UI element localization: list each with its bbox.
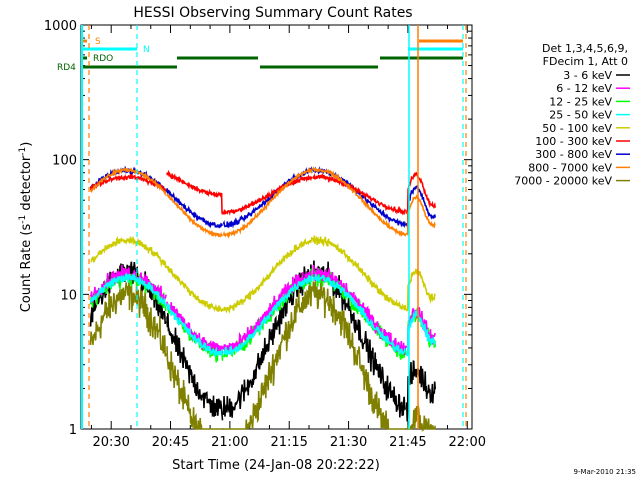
legend-label: 7000 - 20000 keV: [514, 175, 612, 188]
x-tick-label: 21:45: [389, 435, 426, 450]
flag-label-rd4: RD4: [57, 63, 76, 73]
y-tick-label: 1000: [44, 19, 77, 34]
x-tick-label: 20:45: [152, 435, 189, 450]
x-tick-label: 21:15: [270, 435, 307, 450]
legend-header-2: FDecim 1, Att 0: [543, 55, 628, 68]
legend-label: 12 - 25 keV: [549, 95, 612, 108]
x-axis-label: Start Time (24-Jan-08 20:22:22): [172, 458, 380, 473]
flag-label-n: N: [143, 45, 150, 55]
series-line-8: [89, 275, 436, 433]
chart-title: HESSI Observing Summary Count Rates: [133, 5, 412, 21]
series-line-3: [89, 272, 436, 357]
legend-label: 800 - 7000 keV: [528, 161, 612, 174]
footer-timestamp: 9-Mar-2010 21:35: [574, 468, 636, 476]
y-tick-label: 10: [60, 288, 77, 303]
series-line-5: [89, 169, 436, 216]
series-line-7: [90, 166, 436, 239]
legend-header-1: Det 1,3,4,5,6,9,: [542, 42, 628, 55]
legend-label: 3 - 6 keV: [563, 69, 612, 82]
legend-label: 6 - 12 keV: [556, 82, 612, 95]
y-axis-label-part-3: ): [19, 142, 34, 147]
legend-label: 25 - 50 keV: [549, 109, 612, 122]
legend-label: 300 - 800 keV: [535, 148, 612, 161]
series-line-1: [89, 264, 436, 356]
legend-label: 100 - 300 keV: [535, 135, 612, 148]
y-axis-label-sup-1: -1: [18, 215, 28, 224]
y-axis-label: Count Rate (s-1 detector-1): [18, 142, 34, 313]
y-tick-label: 100: [52, 154, 77, 169]
y-tick-label: 1: [69, 423, 77, 438]
y-axis-label-sup-2: -1: [18, 147, 28, 156]
series-line-4: [90, 235, 436, 315]
flag-label-s: S: [95, 37, 101, 47]
legend-label: 50 - 100 keV: [542, 122, 612, 135]
x-tick-label: 20:30: [92, 435, 129, 450]
x-tick-label: 22:00: [449, 435, 486, 450]
y-axis-label-part-2: detector: [19, 155, 34, 215]
x-tick-label: 21:30: [330, 435, 367, 450]
y-axis-label-part-1: Count Rate (s: [19, 224, 34, 313]
flag-label-rdo: RDO: [93, 54, 113, 64]
x-tick-label: 21:00: [211, 435, 248, 450]
